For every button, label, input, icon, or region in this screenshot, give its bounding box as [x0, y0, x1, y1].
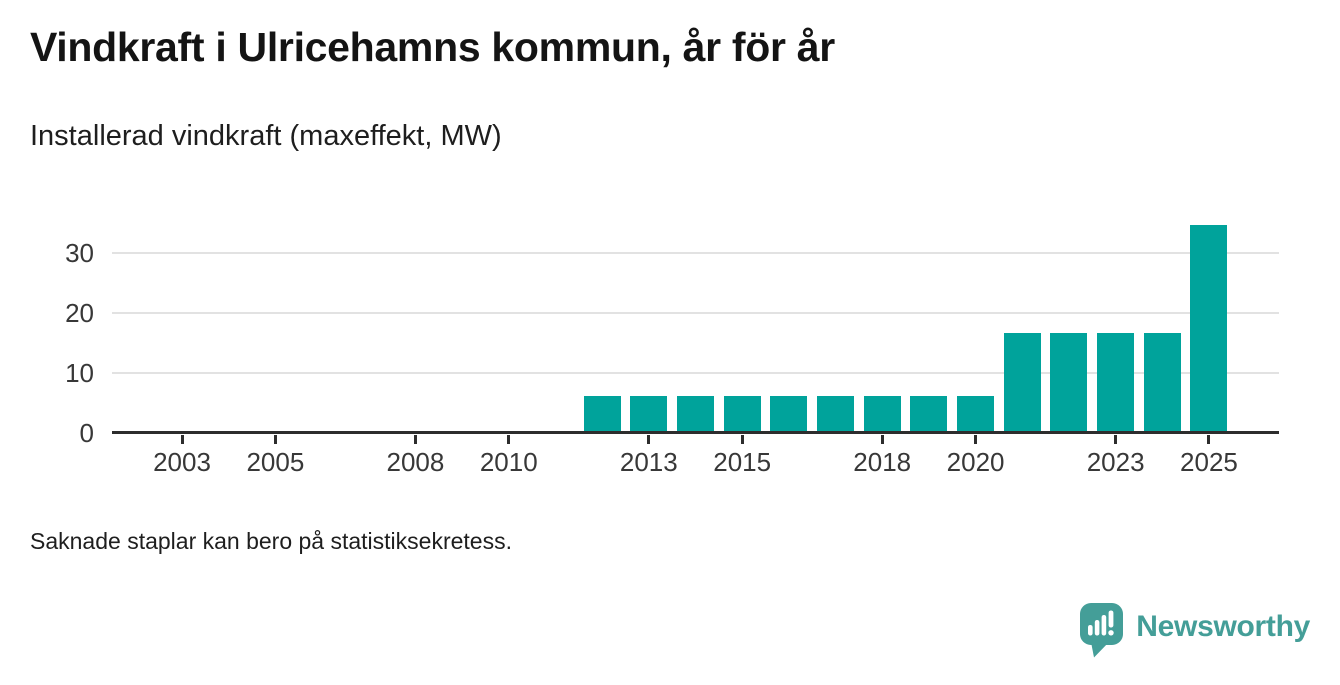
- x-axis-label-2010: 2010: [479, 447, 538, 477]
- bar-2025: [1190, 225, 1228, 433]
- x-axis-label-2015: 2015: [713, 447, 772, 477]
- x-axis-label-2005: 2005: [246, 447, 305, 477]
- x-axis-tick-2005: [273, 435, 277, 444]
- bar-2017: [817, 395, 855, 433]
- newsworthy-wordmark: Newsworthy: [1136, 610, 1310, 643]
- gridline-y-10: [112, 372, 1279, 374]
- x-axis-tick-2015: [740, 435, 744, 444]
- chart-title: Vindkraft i Ulricehamns kommun, år för å…: [30, 24, 835, 70]
- x-axis-label-2023: 2023: [1086, 447, 1145, 477]
- bar-2024: [1143, 332, 1181, 433]
- x-axis-label-2003: 2003: [153, 447, 211, 477]
- x-axis-label-2020: 2020: [946, 447, 1005, 477]
- bar-2014: [677, 395, 714, 433]
- gridline-y-20: [112, 312, 1279, 314]
- x-axis-tick-2010: [507, 435, 511, 444]
- plot-area: 0 10 20 30 2003 2005 2008 2010 2013 2015 2018 2020 2…: [65, 208, 1279, 477]
- x-axis-line: [112, 431, 1279, 434]
- x-axis-label-2013: 2013: [619, 447, 678, 477]
- y-axis-label-20: 20: [65, 298, 94, 328]
- x-axis-tick-2013: [647, 435, 651, 444]
- chart-footnote: Saknade staplar kan bero på statistiksek…: [30, 528, 512, 554]
- bar-2020: [957, 395, 995, 433]
- bar-2018: [863, 395, 901, 433]
- x-axis-tick-2020: [974, 435, 978, 444]
- bar-2012: [583, 395, 621, 433]
- bar-2015: [723, 395, 761, 433]
- newsworthy-speech-bubble-bar-chart-icon: [1080, 603, 1124, 658]
- x-axis-tick-2008: [413, 435, 417, 444]
- x-axis-label-2025: 2025: [1180, 447, 1238, 477]
- x-axis-tick-2023: [1114, 435, 1118, 444]
- y-axis-label-0: 0: [79, 418, 94, 448]
- x-axis-label-2008: 2008: [386, 447, 445, 477]
- bar-2013: [630, 395, 668, 433]
- x-axis-tick-2003: [180, 435, 184, 444]
- bar-2022: [1050, 332, 1088, 433]
- x-axis-tick-2025: [1207, 435, 1211, 444]
- chart-subtitle: Installerad vindkraft (maxeffekt, MW): [30, 120, 502, 152]
- x-axis-label-2018: 2018: [853, 447, 912, 477]
- gridline-y-30: [112, 252, 1279, 254]
- bar-2016: [770, 395, 808, 433]
- x-axis-tick-2018: [880, 435, 884, 444]
- newsworthy-logo: Newsworthy: [1079, 602, 1310, 658]
- bar-2021: [1003, 332, 1041, 433]
- y-axis-label-30: 30: [65, 238, 94, 268]
- bar-2019: [910, 395, 948, 433]
- bar-2023: [1097, 332, 1135, 433]
- y-axis-label-10: 10: [65, 358, 94, 388]
